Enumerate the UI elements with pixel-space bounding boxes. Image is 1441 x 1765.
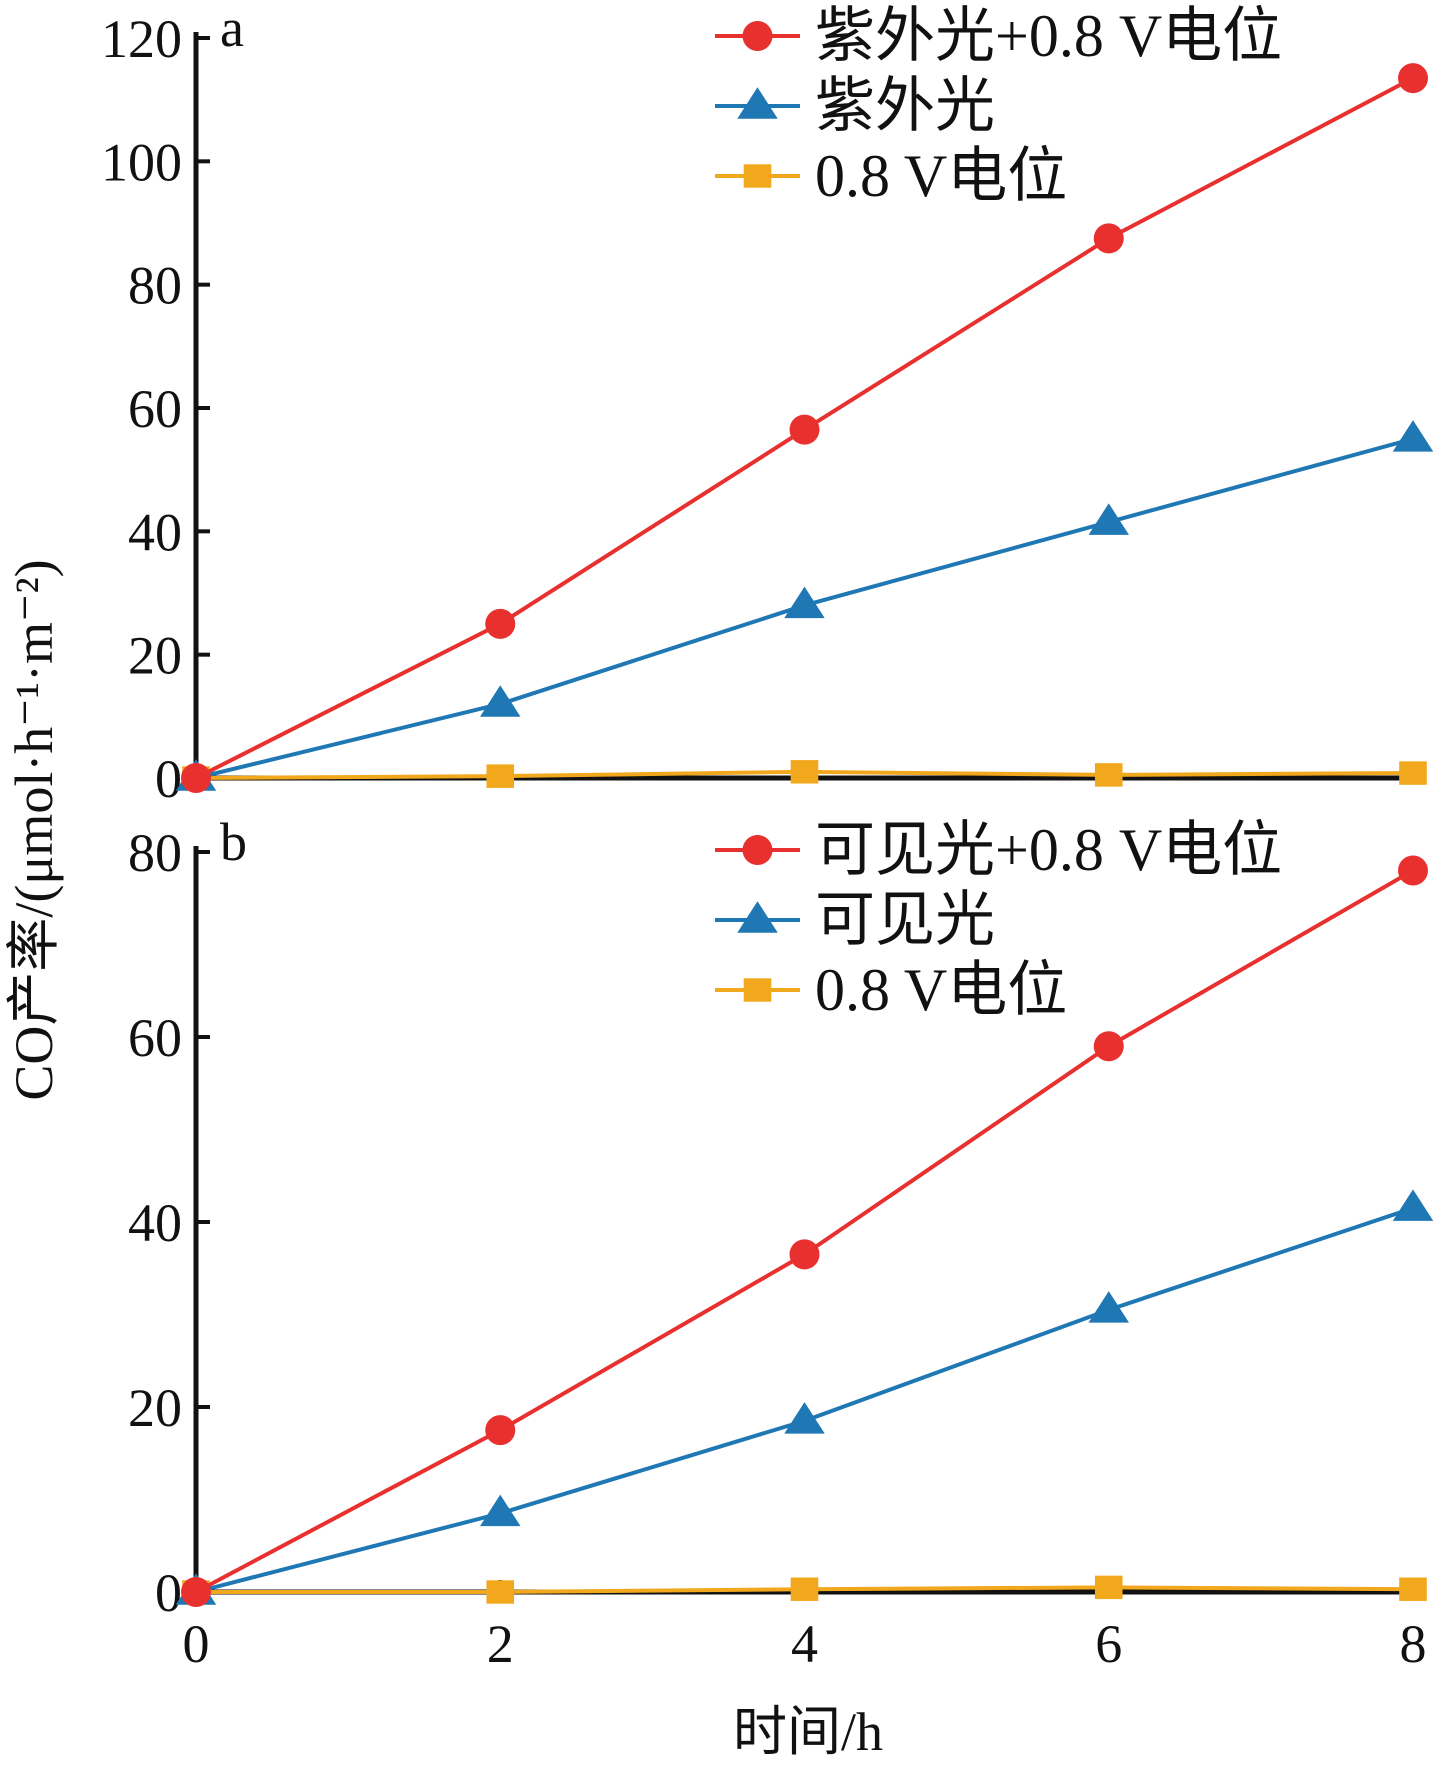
panel-label: a: [220, 0, 244, 58]
data-point: [1399, 761, 1427, 785]
y-tick-label: 40: [128, 1193, 182, 1253]
data-point: [1392, 420, 1434, 452]
data-point: [790, 1577, 819, 1601]
series-circle: [181, 63, 1428, 793]
legend-marker: [742, 835, 773, 865]
data-point: [485, 1415, 516, 1446]
legend-marker: [742, 21, 773, 51]
legend-label: 紫外光+0.8 V电位: [815, 3, 1282, 69]
y-tick-label: 80: [128, 256, 182, 316]
data-point: [181, 1577, 211, 1607]
legend-item: 紫外光: [715, 73, 995, 139]
x-axis: 0 2 4 6 8: [183, 1614, 1427, 1674]
data-point: [486, 1580, 515, 1604]
y-tick-label: 60: [128, 379, 182, 439]
data-point: [1088, 1291, 1129, 1323]
data-point: [790, 760, 819, 784]
data-point: [789, 1239, 820, 1270]
y-tick-label: 80: [128, 823, 182, 883]
y-tick-label: 0: [155, 749, 182, 809]
y-tick-label: 40: [128, 502, 182, 562]
x-tick-label: 6: [1095, 1614, 1122, 1674]
data-point: [480, 685, 521, 717]
data-point: [1088, 503, 1129, 535]
legend-label: 可见光: [815, 887, 995, 953]
legend-item: 可见光+0.8 V电位: [715, 817, 1282, 883]
data-point: [784, 586, 825, 619]
legend-label: 可见光+0.8 V电位: [815, 817, 1282, 883]
data-point: [1398, 63, 1428, 94]
y-tick-label: 120: [101, 9, 182, 69]
data-point: [486, 764, 515, 788]
x-tick-label: 8: [1400, 1614, 1427, 1674]
x-tick-label: 0: [183, 1614, 210, 1674]
series-triangle: [175, 420, 1434, 791]
series-circle: [181, 855, 1428, 1607]
data-point: [1399, 1577, 1427, 1601]
data-point: [1392, 1189, 1434, 1221]
data-point: [1093, 1031, 1124, 1062]
legend-marker: [737, 87, 778, 119]
data-point: [480, 1494, 521, 1527]
legend-item: 0.8 V电位: [715, 143, 1067, 209]
x-tick-label: 2: [487, 1614, 514, 1674]
series-square: [182, 760, 1427, 790]
y-tick-label: 20: [128, 626, 182, 686]
legend-item: 紫外光+0.8 V电位: [715, 3, 1282, 69]
data-point: [784, 1402, 825, 1434]
legend-marker: [737, 901, 778, 933]
panel-label: b: [220, 812, 247, 872]
y-tick-label: 100: [101, 132, 182, 192]
legend-label: 紫外光: [815, 73, 995, 139]
y-tick-label: 20: [128, 1378, 182, 1438]
data-point: [485, 608, 516, 639]
data-point: [1398, 855, 1428, 886]
series-line: [195, 868, 1415, 1594]
legend-item: 可见光: [715, 887, 995, 953]
x-tick-label: 4: [791, 1614, 818, 1674]
data-point: [789, 414, 820, 445]
y-axis-title: CO产率/(μmol·h⁻¹·m⁻²): [4, 559, 64, 1100]
legend-marker: [743, 164, 772, 188]
data-point: [1094, 763, 1123, 787]
legend-item: 0.8 V电位: [715, 957, 1067, 1023]
legend-marker: [743, 978, 772, 1002]
data-point: [1093, 223, 1124, 254]
data-point: [1094, 1575, 1123, 1600]
x-axis-title: 时间/h: [733, 1702, 883, 1760]
legend-label: 0.8 V电位: [815, 957, 1067, 1023]
y-tick-label: 0: [155, 1563, 182, 1623]
y-tick-label: 60: [128, 1008, 182, 1068]
data-point: [181, 763, 211, 793]
legend-label: 0.8 V电位: [815, 143, 1067, 209]
